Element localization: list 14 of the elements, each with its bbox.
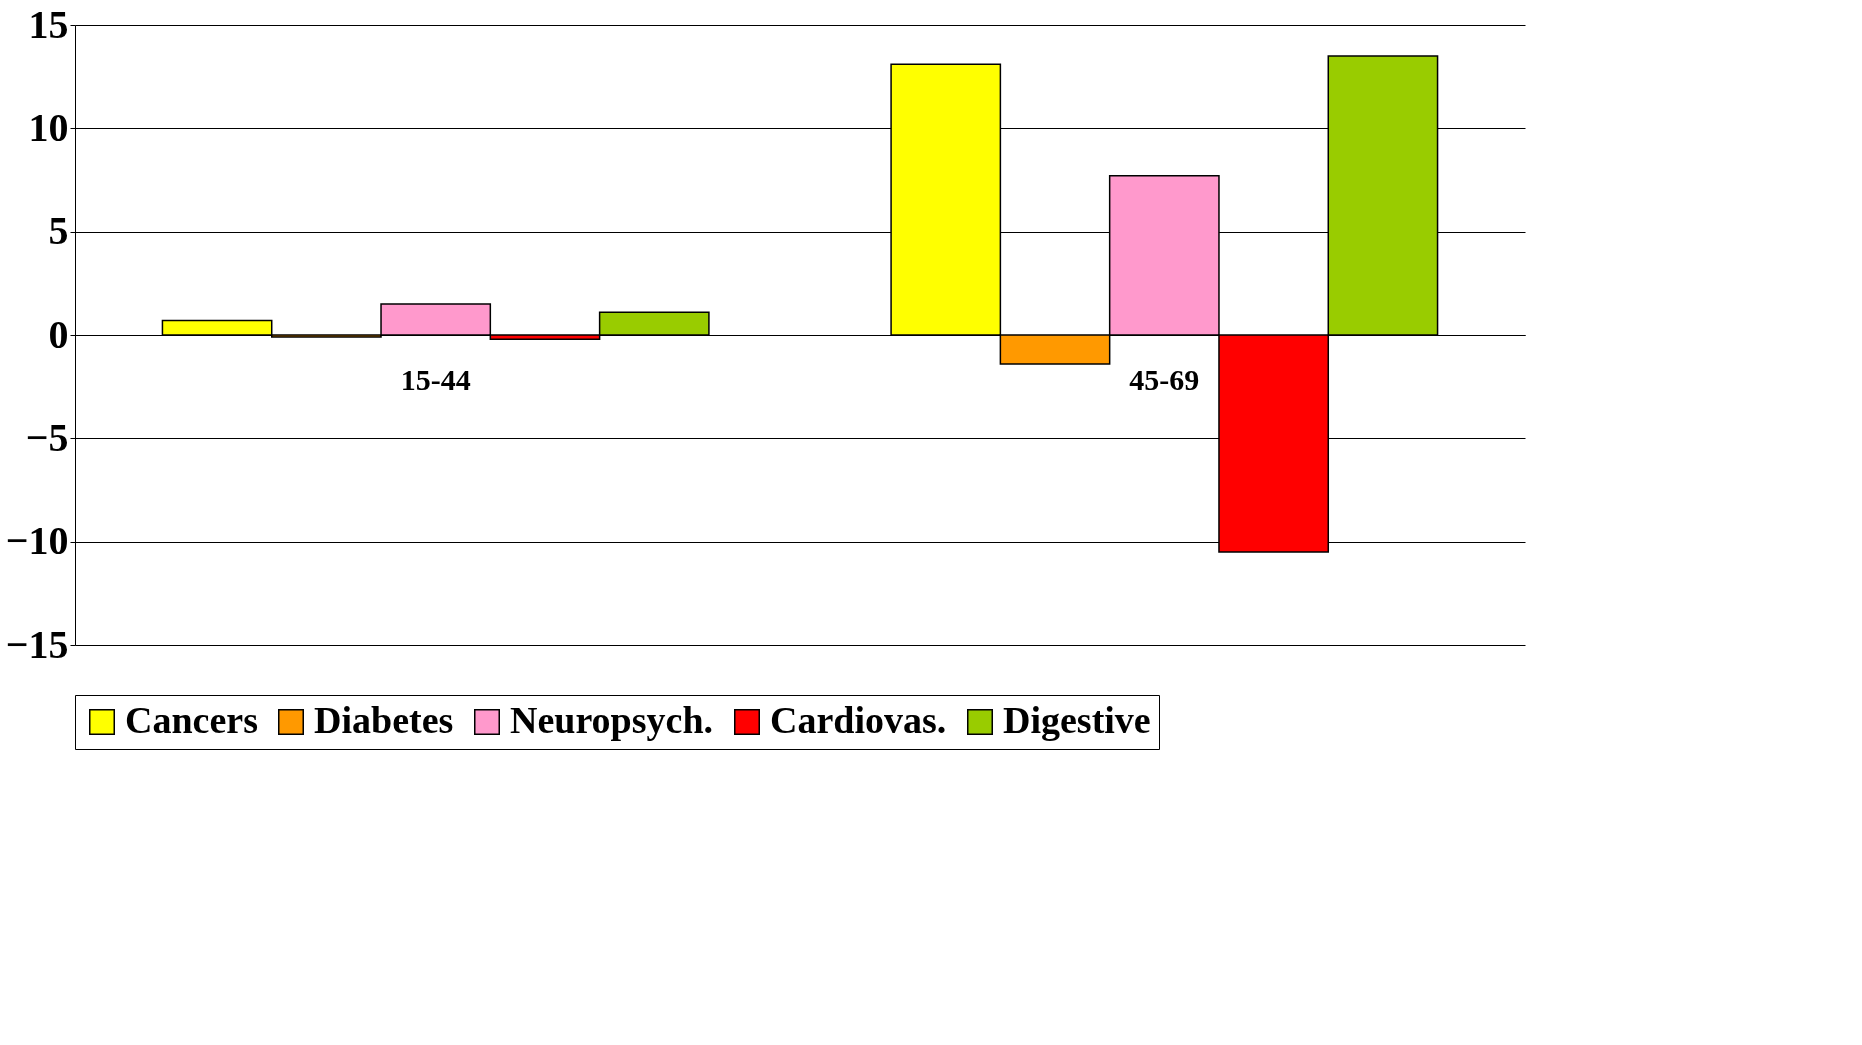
legend-label: Neuropsych.	[510, 699, 714, 741]
y-tick-label: 5	[48, 208, 69, 254]
y-tick-label: −15	[5, 621, 69, 667]
y-tick-label: −5	[25, 414, 69, 460]
y-tick-label: 0	[48, 311, 69, 357]
legend-label: Cardiovas.	[770, 699, 947, 741]
x-tick-label: 15-44	[400, 362, 471, 396]
y-tick-label: 15	[28, 1, 69, 47]
y-tick-label: 10	[28, 104, 69, 150]
x-tick-label: 45-69	[1129, 362, 1200, 396]
legend-label: Diabetes	[314, 699, 454, 741]
y-tick-label: −10	[5, 518, 69, 564]
legend-label: Cancers	[125, 699, 258, 741]
legend-label: Digestive	[1003, 699, 1151, 741]
